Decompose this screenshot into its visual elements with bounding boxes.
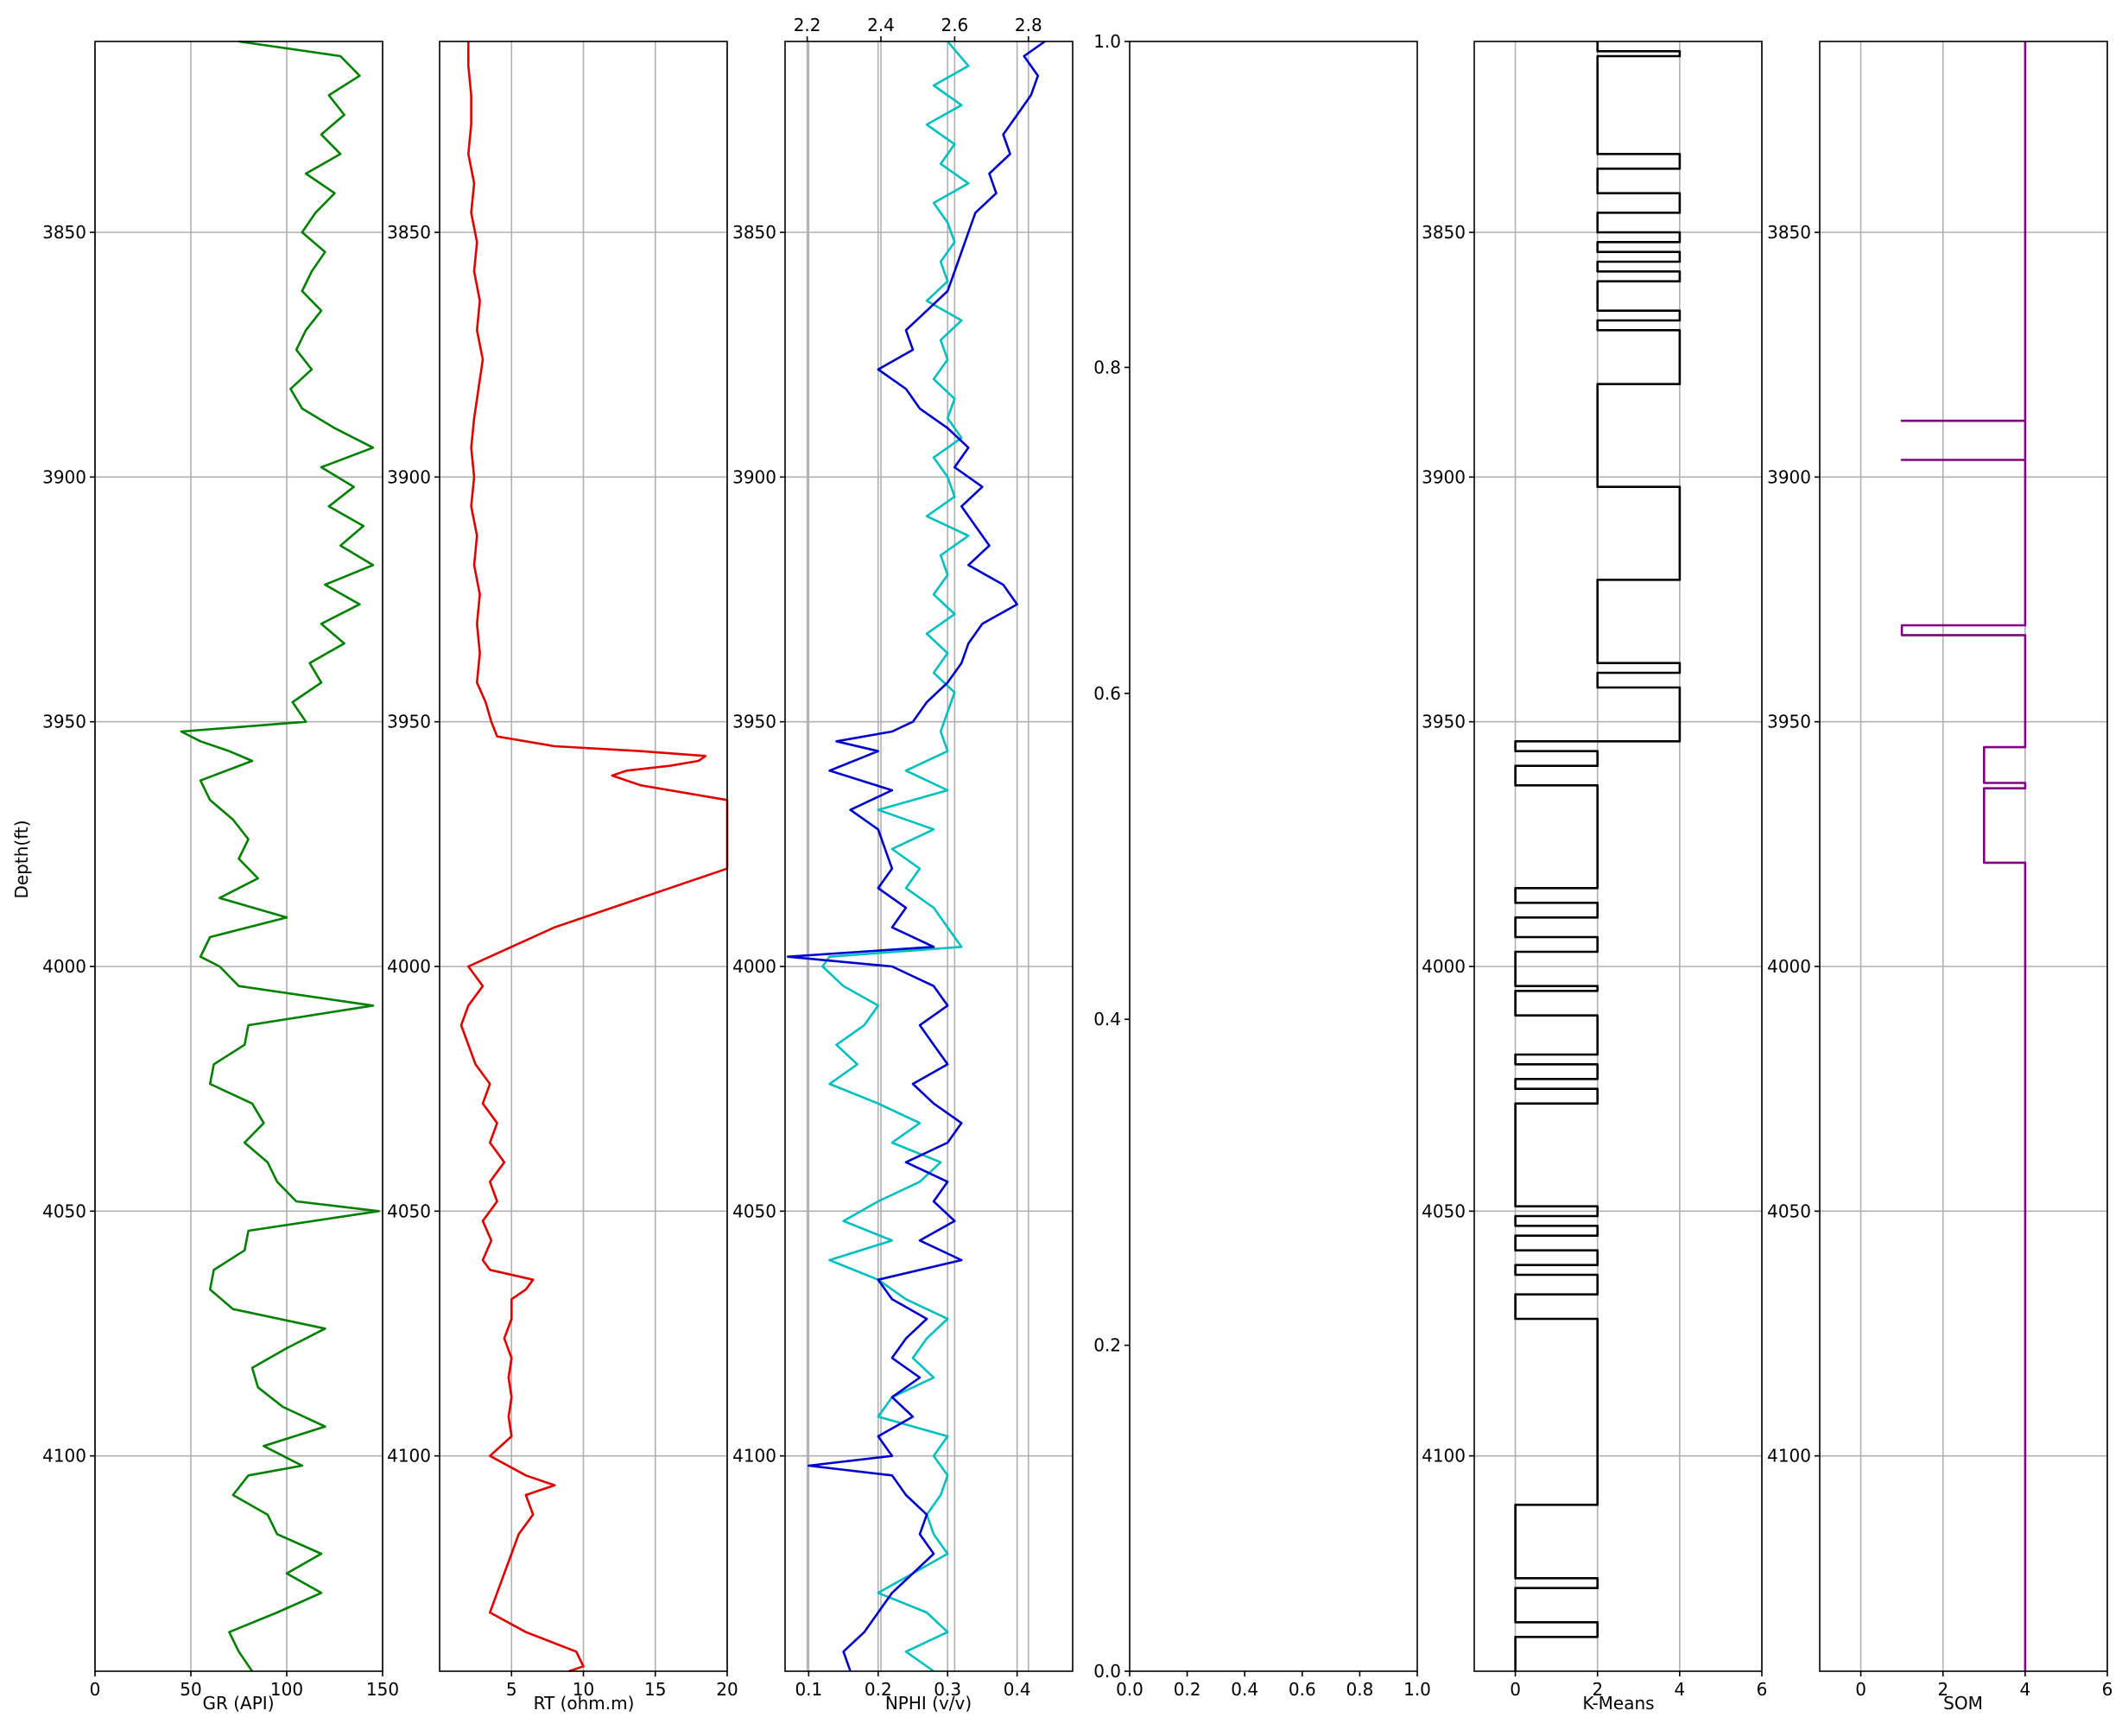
log-curve-4-0 [1514, 41, 1682, 1671]
x-tick-label: 0.4 [1231, 1679, 1258, 1700]
y-tick-label: 0.4 [1093, 1009, 1121, 1030]
x-tick-label: 20 [716, 1679, 738, 1700]
plot-frame [1129, 41, 1418, 1672]
nphi-panel: 0.1 0.2 0.3 0.4 3850 3900 3950 4000 4050 4100 2.2 2… [732, 15, 1074, 1714]
rt-axis-label: RT (ohm.m) [534, 1693, 635, 1714]
top-x-tick-label: 2.2 [794, 15, 821, 35]
y-tick-label: 1.0 [1093, 31, 1121, 52]
y-tick-label: 3850 [1767, 222, 1811, 243]
y-tick-label: 3850 [387, 222, 431, 243]
som-axis-label: SOM [1943, 1693, 1983, 1714]
y-tick-label: 3850 [732, 222, 776, 243]
y-tick-label: 3900 [42, 466, 86, 487]
y-tick-label: 0.2 [1093, 1335, 1121, 1356]
top-x-tick-label: 2.8 [1015, 15, 1042, 35]
depth-axis-label: Depth(ft) [11, 820, 32, 898]
top-x-tick-label: 2.4 [867, 15, 895, 35]
y-tick-label: 4100 [732, 1446, 776, 1467]
y-tick-label: 4050 [387, 1201, 431, 1221]
gr-panel: 0 50 100 150 3850 3900 3950 4000 4050 4100 Depth(… [11, 40, 399, 1714]
plot-frame [1819, 41, 2108, 1672]
x-tick-label: 5 [506, 1679, 517, 1700]
y-tick-label: 3900 [1422, 466, 1466, 487]
y-tick-label: 4100 [1767, 1446, 1811, 1467]
x-tick-label: 2 [1937, 1679, 1948, 1700]
x-tick-label: 50 [180, 1679, 201, 1700]
x-tick-label: 0.6 [1289, 1679, 1316, 1700]
kmeans-panel: 0 2 4 6 3850 3900 3950 4000 4050 4100 K-Means [1422, 41, 1767, 1714]
x-tick-label: 1.0 [1403, 1679, 1431, 1700]
log-curve-5-0 [1900, 41, 2027, 1671]
plot-frame [1473, 41, 1763, 1672]
kmeans-axis-label: K-Means [1582, 1693, 1654, 1714]
y-tick-label: 4050 [1422, 1201, 1466, 1221]
y-tick-label: 4000 [1422, 956, 1466, 977]
x-tick-label: 0.8 [1346, 1679, 1373, 1700]
x-tick-label: 0.3 [934, 1679, 961, 1700]
x-tick-label: 10 [573, 1679, 594, 1700]
plot-frame [439, 41, 728, 1672]
nphi-axis-label: NPHI (v/v) [885, 1693, 972, 1714]
x-tick-label: 2 [1592, 1679, 1603, 1700]
y-tick-label: 4050 [732, 1201, 776, 1221]
y-tick-label: 3950 [42, 712, 86, 732]
y-tick-label: 3900 [387, 466, 431, 487]
y-tick-label: 4100 [387, 1446, 431, 1467]
y-tick-label: 3950 [732, 712, 776, 732]
x-tick-label: 0.1 [795, 1679, 822, 1700]
gr-axis-label: GR (API) [203, 1693, 275, 1714]
x-tick-label: 4 [1674, 1679, 1685, 1700]
x-tick-label: 15 [644, 1679, 666, 1700]
y-tick-label: 4000 [732, 956, 776, 977]
y-tick-label: 4000 [387, 956, 431, 977]
y-tick-label: 4000 [42, 956, 86, 977]
x-tick-label: 0 [1855, 1679, 1866, 1700]
x-tick-label: 0 [90, 1679, 101, 1700]
y-tick-label: 3900 [732, 466, 776, 487]
y-tick-label: 0.6 [1093, 683, 1121, 704]
som-panel: 0 2 4 6 3850 3900 3950 4000 4050 4100 SOM [1767, 41, 2112, 1714]
log-curve-1-0 [459, 41, 729, 1673]
x-tick-label: 100 [270, 1679, 303, 1700]
y-tick-label: 4100 [42, 1446, 86, 1467]
y-tick-label: 3950 [1422, 712, 1466, 732]
x-tick-label: 0.2 [1174, 1679, 1201, 1700]
y-tick-label: 3950 [1767, 712, 1811, 732]
x-tick-label: 0.4 [1004, 1679, 1031, 1700]
plot-frame [784, 41, 1074, 1672]
y-tick-label: 0.0 [1093, 1661, 1121, 1682]
plot-frame [94, 41, 383, 1672]
rt-panel: 5 10 15 20 3850 3900 3950 4000 4050 4100 RT (ohm.… [387, 41, 738, 1714]
x-tick-label: 0.0 [1116, 1679, 1143, 1700]
y-tick-label: 3850 [1422, 222, 1466, 243]
top-x-tick-label: 2.6 [941, 15, 968, 35]
y-tick-label: 0.8 [1093, 357, 1121, 377]
y-tick-label: 4100 [1422, 1446, 1466, 1467]
log-curve-2-1 [786, 40, 1046, 1672]
x-tick-label: 150 [366, 1679, 399, 1700]
log-curve-0-0 [180, 40, 380, 1672]
x-tick-label: 0.2 [865, 1679, 892, 1700]
x-tick-label: 0 [1510, 1679, 1521, 1700]
empty-panel: 0.0 0.2 0.4 0.6 0.8 1.0 0.0 0.2 0.4 0.6 0.8 1.0 [1093, 31, 1431, 1700]
y-tick-label: 3950 [387, 712, 431, 732]
y-tick-label: 3850 [42, 222, 86, 243]
y-tick-label: 4000 [1767, 956, 1811, 977]
x-tick-label: 4 [2019, 1679, 2030, 1700]
y-tick-label: 4050 [1767, 1201, 1811, 1221]
x-tick-label: 6 [2102, 1679, 2113, 1700]
y-tick-label: 3900 [1767, 466, 1811, 487]
y-tick-label: 4050 [42, 1201, 86, 1221]
x-tick-label: 6 [1757, 1679, 1768, 1700]
